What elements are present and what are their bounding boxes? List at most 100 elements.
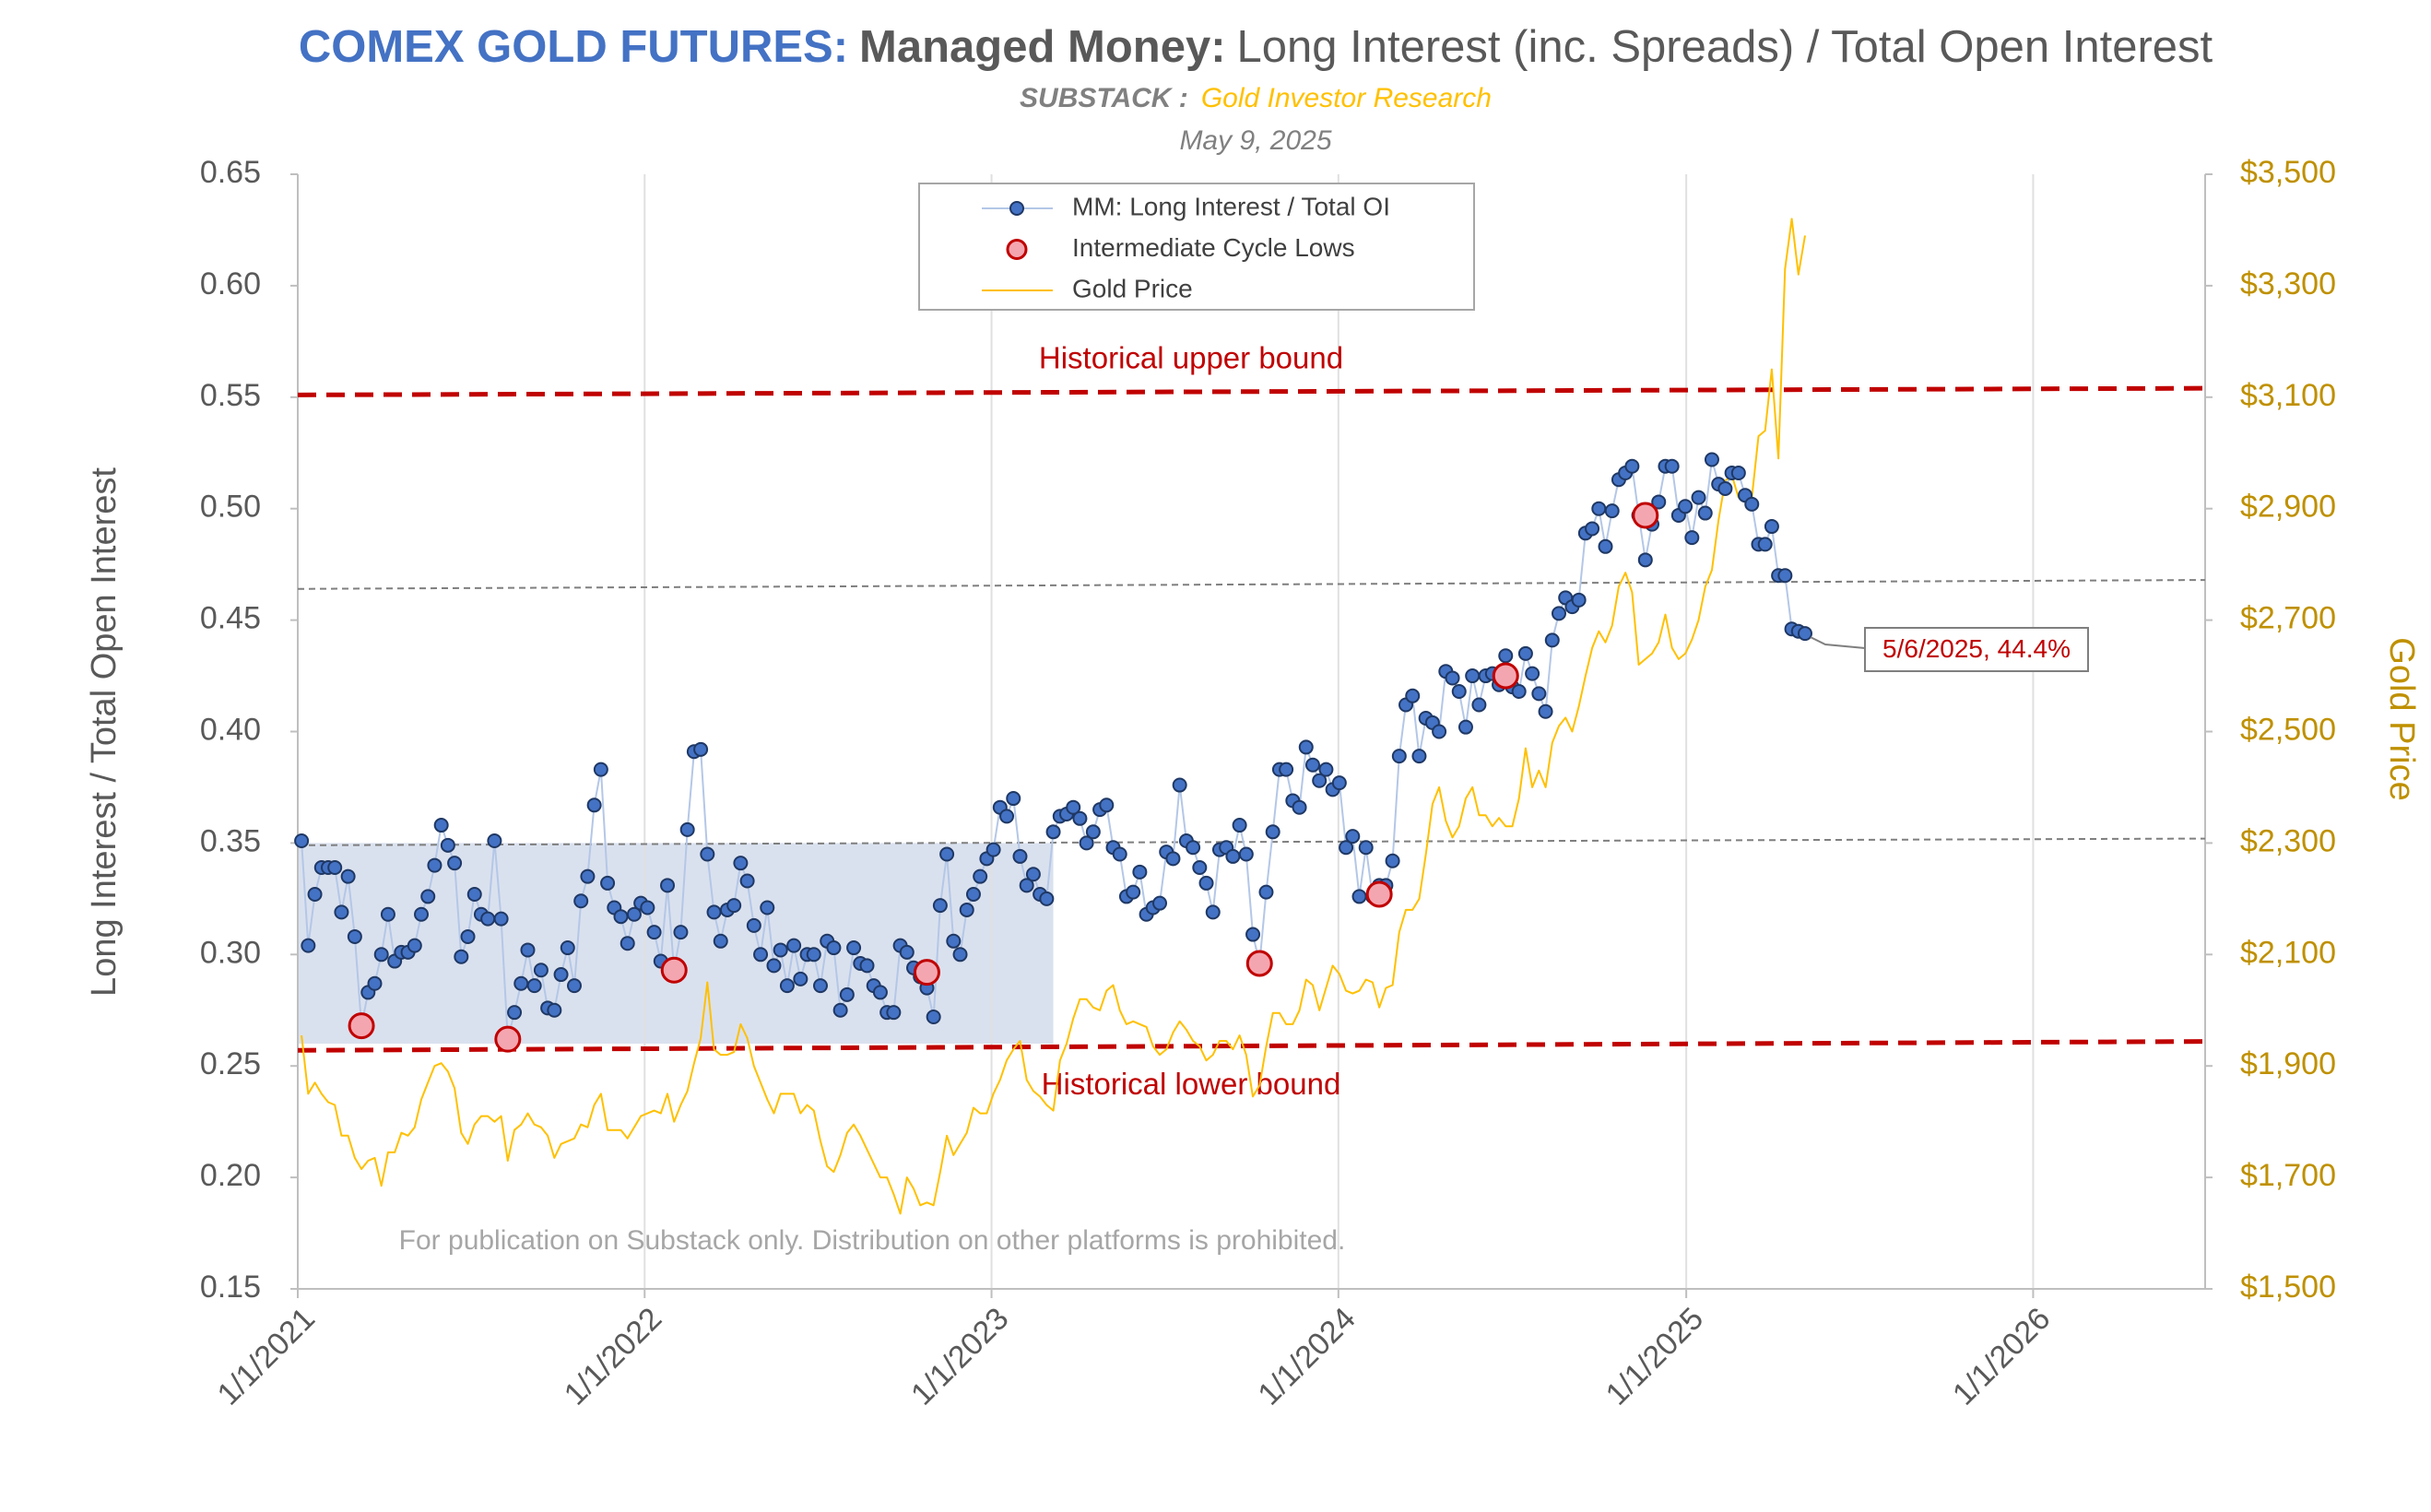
data-point: [1192, 859, 1208, 875]
data-point: [1385, 853, 1400, 868]
data-point: [1312, 773, 1328, 788]
data-point: [1604, 503, 1620, 519]
data-point: [1165, 851, 1181, 867]
data-point: [939, 846, 955, 862]
data-point: [380, 906, 395, 922]
y-tick-label: 0.40: [200, 712, 261, 747]
y2-tick-label: $1,900: [2240, 1046, 2336, 1081]
data-point: [1445, 670, 1460, 686]
y2-tick-label: $2,500: [2240, 712, 2336, 747]
data-point: [301, 938, 316, 953]
y2-axis-label: Gold Price: [2382, 637, 2421, 800]
data-point: [1265, 824, 1280, 840]
cycle-low-marker: [1632, 502, 1659, 529]
title-main: Long Interest (inc. Spreads) / Total Ope…: [1237, 22, 2213, 72]
cycle-low-marker: [913, 959, 940, 986]
data-point: [1085, 824, 1101, 840]
data-point: [373, 947, 389, 963]
data-point: [1186, 840, 1201, 856]
data-point: [1152, 895, 1168, 911]
data-point: [886, 1005, 902, 1021]
data-point: [586, 797, 602, 813]
shaded-region: [298, 843, 1054, 1045]
y2-tick-label: $2,100: [2240, 935, 2336, 970]
data-point: [973, 868, 988, 884]
reference-line: [297, 1039, 2206, 1053]
data-point: [460, 928, 476, 944]
data-point: [533, 963, 549, 978]
data-point: [1358, 840, 1374, 856]
legend-marker: [1009, 201, 1024, 216]
data-point: [1279, 762, 1294, 777]
data-point: [480, 911, 496, 927]
data-point: [1637, 552, 1653, 568]
data-point: [832, 1002, 848, 1018]
data-point: [1684, 530, 1700, 546]
data-point: [573, 893, 589, 909]
data-point: [1019, 878, 1034, 893]
data-point: [1339, 840, 1354, 856]
date: May 9, 2025: [1179, 125, 1331, 156]
source: Gold Investor Research: [1201, 83, 1492, 113]
y2-tick-label: $3,100: [2240, 378, 2336, 413]
data-point: [1511, 683, 1527, 699]
data-point: [307, 887, 323, 903]
data-point: [526, 978, 542, 994]
data-point: [1571, 592, 1587, 608]
data-point: [1006, 791, 1021, 807]
data-point: [1465, 668, 1481, 684]
y-tick-label: 0.55: [200, 378, 261, 413]
data-point: [440, 837, 455, 853]
data-point: [507, 1005, 523, 1021]
data-point: [560, 940, 575, 956]
data-point: [547, 1002, 562, 1018]
data-point: [746, 917, 761, 933]
data-point: [1531, 686, 1547, 702]
data-point: [693, 741, 709, 757]
data-point: [1198, 875, 1214, 891]
data-point: [1331, 775, 1347, 791]
data-point: [1099, 797, 1115, 813]
y-tick-label: 0.65: [200, 155, 261, 190]
title-prefix: COMEX GOLD FUTURES:: [299, 22, 848, 72]
reference-label: Historical lower bound: [1042, 1067, 1341, 1101]
y-tick-label: 0.50: [200, 490, 261, 525]
data-point: [646, 925, 662, 940]
data-point: [1697, 505, 1713, 521]
x-tick-label: 1/1/2023: [904, 1301, 1015, 1412]
subtitle: SUBSTACK : Gold Investor Research: [1020, 83, 1492, 113]
data-point: [1232, 818, 1247, 833]
data-point: [1598, 538, 1613, 554]
data-point: [1132, 864, 1148, 880]
data-point: [487, 833, 502, 848]
data-point: [1624, 458, 1640, 474]
y-tick-label: 0.30: [200, 935, 261, 970]
data-point: [600, 875, 616, 891]
cycle-low-marker: [1492, 662, 1519, 690]
data-point: [700, 846, 715, 862]
y2-tick-label: $2,700: [2240, 601, 2336, 636]
data-point: [566, 978, 582, 994]
data-point: [1764, 519, 1779, 535]
y-tick-label: 0.60: [200, 266, 261, 301]
data-point: [1451, 683, 1467, 699]
data-point: [1126, 884, 1141, 900]
title-highlight: Managed Money:: [859, 22, 1225, 72]
source-label: SUBSTACK :: [1020, 83, 1188, 113]
data-point: [726, 898, 742, 914]
data-point: [420, 889, 436, 904]
data-point: [1245, 927, 1261, 942]
series-line: [301, 218, 1806, 1215]
y-tick-label: 0.25: [200, 1046, 261, 1081]
data-point: [1691, 490, 1706, 505]
cycle-low-marker: [348, 1012, 375, 1040]
data-point: [1411, 749, 1427, 764]
data-point: [899, 944, 915, 960]
data-point: [1205, 904, 1221, 920]
data-point: [779, 978, 795, 994]
cycle-low-marker: [660, 956, 688, 984]
data-point: [826, 940, 842, 956]
y-tick-label: 0.15: [200, 1270, 261, 1305]
data-point: [1538, 703, 1553, 719]
